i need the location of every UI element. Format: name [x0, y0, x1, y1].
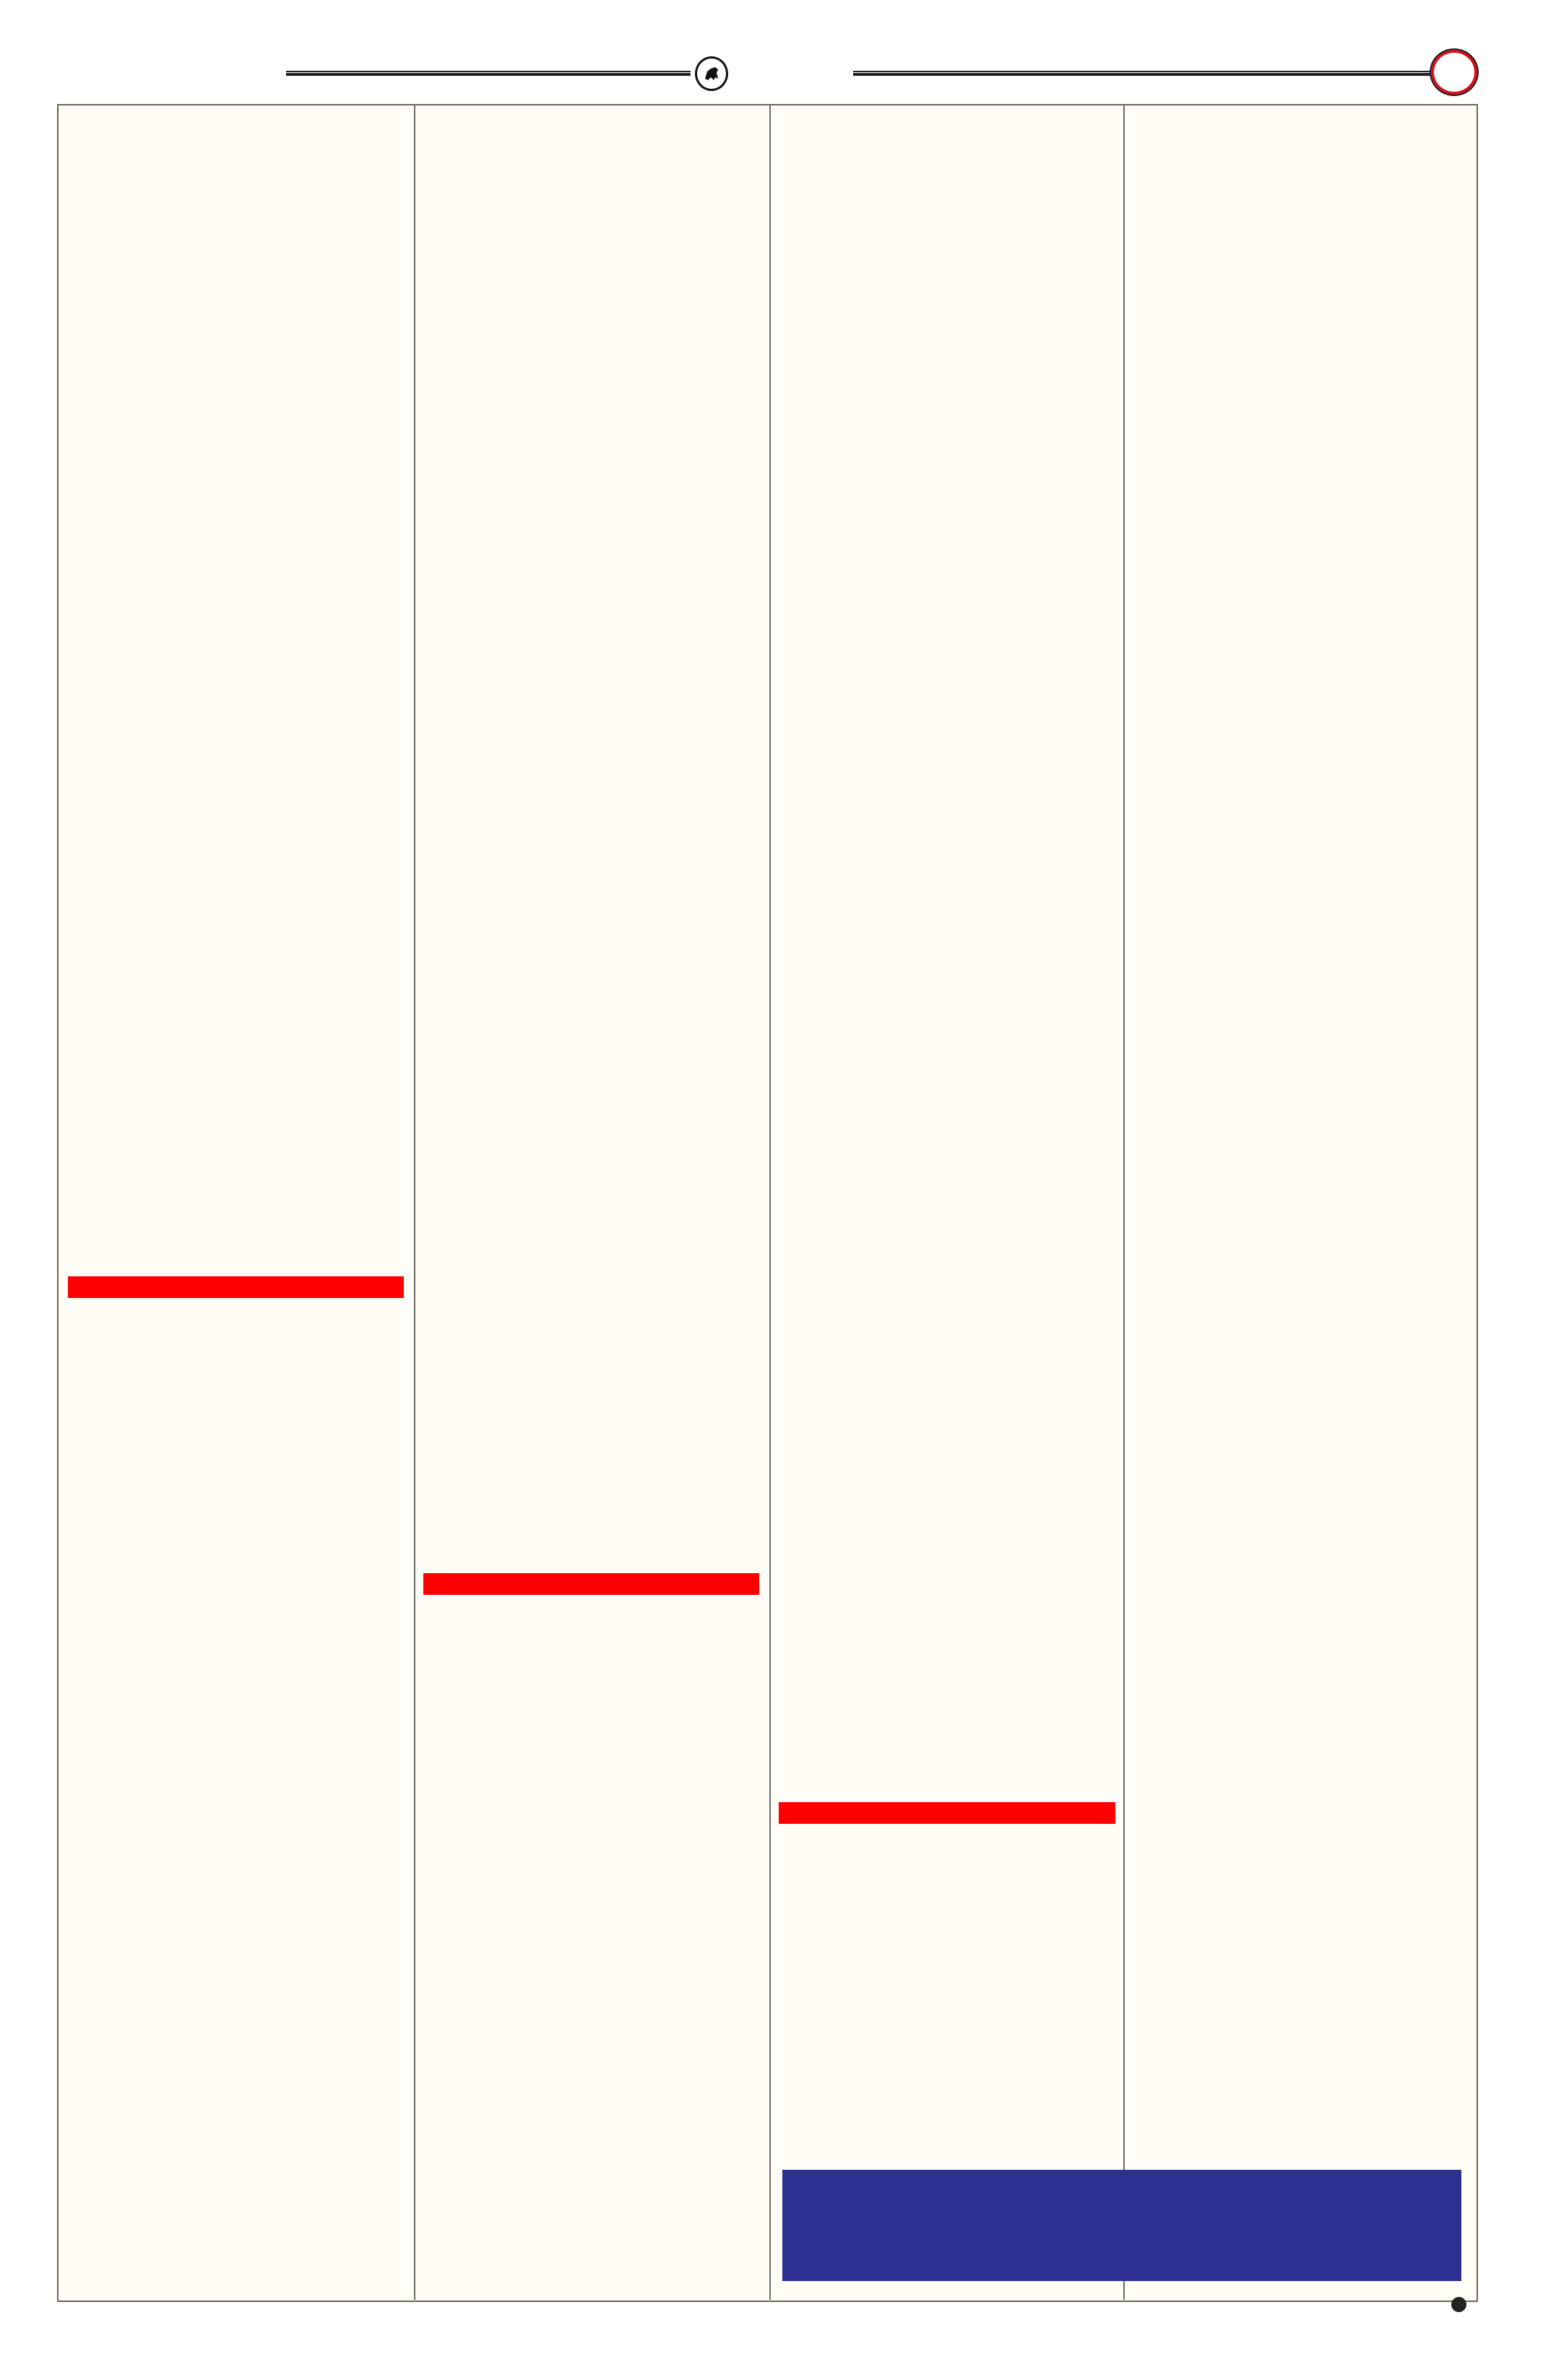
red-ring-icon [1431, 50, 1477, 95]
page-frame [57, 104, 1478, 2302]
column-2-accent-bar [423, 1573, 759, 1595]
header-rule-left [286, 71, 691, 76]
column-1-accent-bar [68, 1276, 404, 1298]
column-divider [414, 105, 415, 2300]
blue-callout-box [782, 2170, 1461, 2281]
column-divider [1123, 105, 1125, 2300]
column-3-accent-bar [779, 1802, 1115, 1824]
animal-emblem-icon [695, 56, 728, 91]
column-divider [769, 105, 771, 2300]
header-rule-right [853, 71, 1432, 76]
dot-icon [1451, 2297, 1466, 2312]
